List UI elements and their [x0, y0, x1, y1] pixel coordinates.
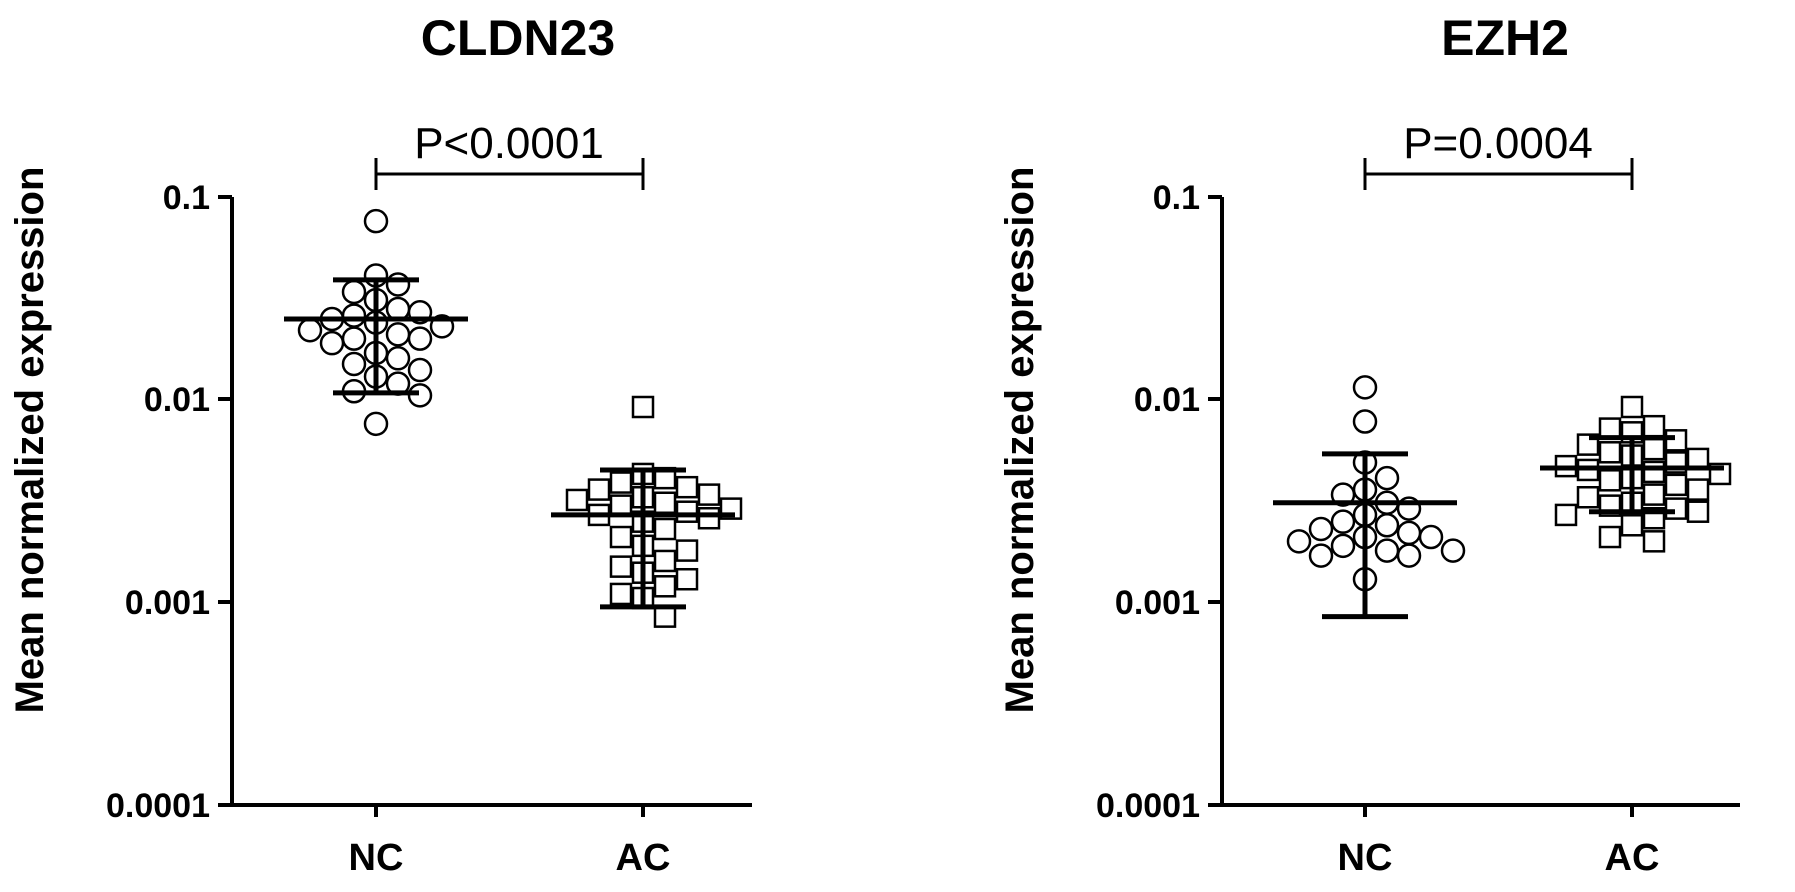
y-tick-label: 0.1 — [163, 179, 210, 217]
data-point-circle — [1352, 375, 1378, 400]
data-point-circle — [341, 279, 367, 305]
y-tick-label: 0.01 — [144, 381, 210, 419]
chart-title: EZH2 — [1441, 10, 1569, 66]
data-point-square — [1686, 478, 1710, 501]
data-point-square — [653, 605, 677, 628]
data-point-circle — [1374, 465, 1400, 491]
data-marks — [1273, 375, 1732, 620]
data-point-circle — [1396, 520, 1422, 546]
x-category-label: NC — [349, 837, 404, 879]
data-marks — [284, 208, 743, 628]
data-point-square — [697, 483, 721, 506]
data-point-circle — [1308, 543, 1334, 568]
data-point-circle — [341, 326, 367, 351]
data-point-circle — [1352, 409, 1378, 434]
data-point-square — [1642, 530, 1666, 553]
data-point-square — [1642, 414, 1666, 438]
data-point-square — [609, 555, 633, 578]
data-point-square — [609, 582, 633, 606]
y-tick-label: 0.001 — [1115, 584, 1200, 622]
data-point-square — [1642, 460, 1666, 484]
data-point-square — [1664, 473, 1688, 497]
data-point-circle — [1374, 538, 1400, 563]
data-point-square — [653, 517, 677, 541]
data-point-square — [697, 506, 721, 530]
data-point-square — [1642, 483, 1666, 506]
data-point-square — [675, 500, 699, 523]
y-tick-label: 0.0001 — [1096, 787, 1200, 825]
data-point-circle — [1330, 533, 1356, 559]
data-point-square — [1620, 395, 1644, 419]
data-point-square — [1620, 514, 1644, 537]
data-point-circle — [1418, 524, 1444, 550]
data-point-circle — [1286, 529, 1312, 554]
data-point-square — [1598, 525, 1622, 549]
p-value-annotation: P<0.0001 — [414, 119, 604, 168]
panel-ezh2: EZH2 Mean normalized expression 0.1 0.01… — [998, 10, 1740, 879]
y-axis-label: Mean normalized expression — [8, 167, 52, 714]
data-point-circle — [319, 330, 345, 356]
panel-cldn23: CLDN23 Mean normalized expression 0.1 0.… — [8, 10, 752, 879]
y-tick-label: 0.01 — [1134, 381, 1200, 419]
data-point-square — [653, 575, 677, 598]
data-point-circle — [1330, 509, 1356, 534]
data-point-circle — [341, 303, 367, 328]
chart-title: CLDN23 — [421, 10, 615, 66]
data-point-square — [1554, 503, 1578, 527]
p-value-annotation: P=0.0004 — [1403, 119, 1593, 168]
data-point-square — [1576, 485, 1600, 509]
data-point-square — [653, 491, 677, 515]
data-point-square — [631, 395, 655, 419]
data-point-circle — [1330, 482, 1356, 507]
y-tick-label: 0.001 — [125, 584, 210, 622]
data-point-circle — [363, 411, 389, 437]
y-axis-label: Mean normalized expression — [998, 167, 1042, 714]
data-point-circle — [341, 351, 367, 377]
data-point-circle — [407, 326, 433, 351]
data-point-square — [1686, 500, 1710, 523]
data-point-circle — [385, 272, 411, 297]
data-point-square — [1642, 437, 1666, 461]
data-point-circle — [297, 318, 323, 343]
data-point-square — [587, 478, 611, 501]
data-point-circle — [1308, 516, 1334, 542]
data-point-square — [675, 539, 699, 562]
significance-bracket — [1363, 158, 1634, 190]
data-point-circle — [1374, 513, 1400, 538]
data-point-square — [565, 488, 589, 512]
data-point-circle — [363, 208, 389, 234]
significance-bracket — [374, 158, 645, 190]
data-point-circle — [1440, 538, 1466, 563]
data-point-square — [675, 567, 699, 591]
y-tick-label: 0.1 — [1153, 179, 1200, 217]
data-point-circle — [1396, 543, 1422, 568]
data-point-circle — [385, 346, 411, 371]
data-point-circle — [407, 357, 433, 383]
data-point-square — [1664, 429, 1688, 452]
data-point-square — [1598, 441, 1622, 464]
x-category-label: AC — [616, 837, 671, 879]
data-point-square — [675, 475, 699, 499]
y-tick-label: 0.0001 — [106, 787, 210, 825]
x-category-label: NC — [1338, 837, 1393, 879]
data-point-square — [609, 471, 633, 494]
data-point-square — [1664, 497, 1688, 520]
x-category-label: AC — [1605, 837, 1660, 879]
data-point-square — [609, 525, 633, 549]
data-point-circle — [385, 322, 411, 347]
data-point-square — [653, 549, 677, 573]
data-point-square — [1598, 469, 1622, 492]
